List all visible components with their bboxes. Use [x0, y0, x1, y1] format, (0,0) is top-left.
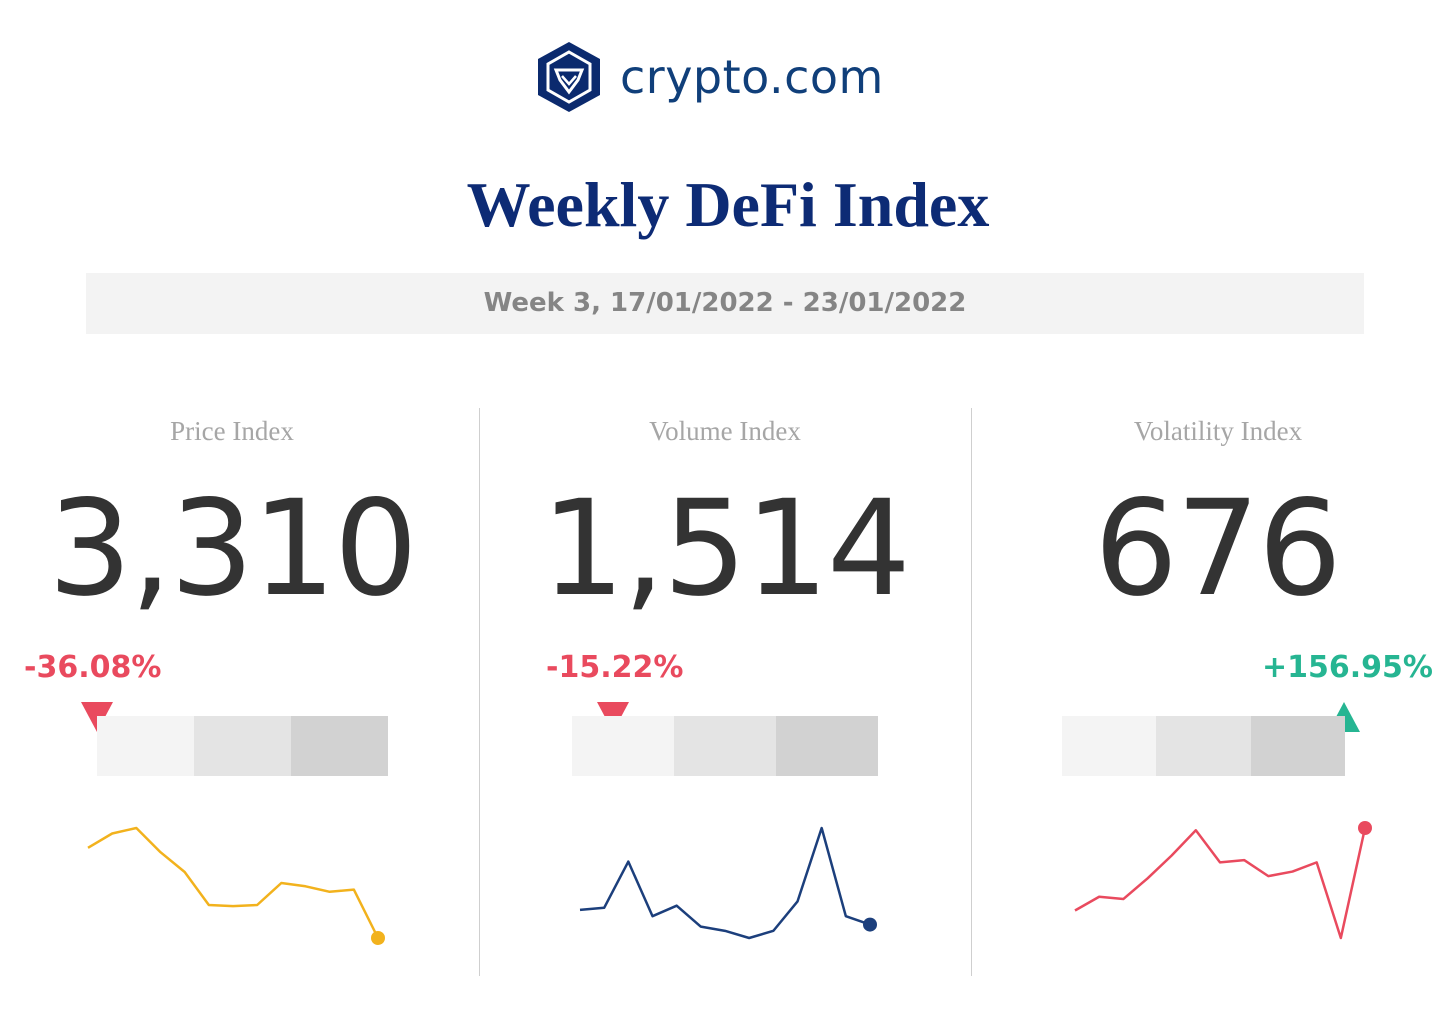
gauge-segment-mid	[674, 716, 776, 776]
price-index-value: 3,310	[48, 472, 418, 626]
price-index-sparkline	[87, 826, 385, 945]
gauge-segment-low	[1062, 716, 1157, 776]
volume-index-change: -15.22%	[546, 650, 684, 685]
sparkline-end-point	[1358, 821, 1372, 835]
gauge-segment-high	[776, 716, 878, 776]
week-banner: Week 3, 17/01/2022 - 23/01/2022	[86, 273, 1364, 334]
gauge-segment-high	[1250, 716, 1345, 776]
volatility-index-gauge	[1062, 716, 1345, 776]
page-title: Weekly DeFi Index	[466, 169, 990, 240]
price-index-label: Price Index	[170, 416, 294, 446]
sparkline-path	[1074, 827, 1367, 940]
sparkline-path	[579, 826, 871, 940]
gauge-segment-low	[97, 716, 194, 776]
volatility-index-value: 676	[1094, 472, 1342, 626]
volume-index-label: Volume Index	[649, 416, 801, 446]
volatility-index-sparkline	[1074, 821, 1372, 940]
sparkline-end-point	[863, 917, 877, 932]
gauge-segment-high	[291, 716, 388, 776]
gauge-segment-mid	[1156, 716, 1251, 776]
crypto-lion-icon	[538, 42, 600, 112]
sparkline-end-point	[371, 931, 385, 945]
divider-2	[971, 408, 972, 976]
volume-index-sparkline	[579, 826, 877, 940]
divider-1	[479, 408, 480, 976]
price-index-change: -36.08%	[24, 650, 162, 685]
gauge-segment-mid	[194, 716, 291, 776]
price-index-gauge	[97, 716, 388, 776]
gauge-segment-low	[572, 716, 674, 776]
volume-index-gauge	[572, 716, 878, 776]
sparkline-path	[87, 826, 380, 939]
volatility-index-change: +156.95%	[1262, 650, 1433, 685]
brand-logo: crypto.com	[536, 40, 884, 114]
volume-index-value: 1,514	[541, 472, 911, 626]
volatility-index-label: Volatility Index	[1133, 416, 1303, 446]
brand-name: crypto.com	[620, 50, 884, 104]
